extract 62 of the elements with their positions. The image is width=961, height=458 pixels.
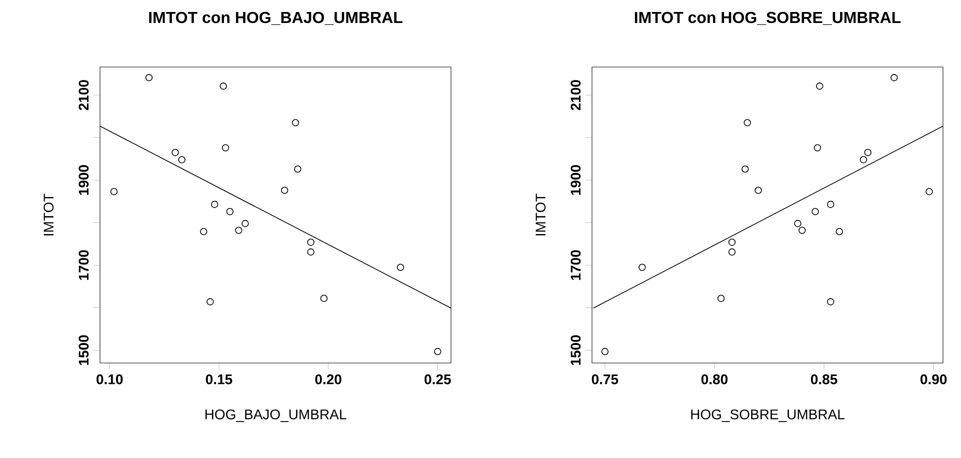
point (638, 264, 646, 271)
x-tick-label: 0.90 (920, 374, 947, 384)
point (220, 82, 227, 90)
point (890, 74, 898, 82)
point (816, 82, 824, 90)
point (728, 248, 736, 256)
point (827, 200, 834, 208)
point (754, 186, 762, 194)
point (794, 220, 802, 228)
point (744, 119, 751, 126)
y-tick-label: 1500 (78, 335, 89, 365)
point (798, 226, 806, 234)
point (812, 208, 819, 216)
point (235, 226, 242, 234)
point (211, 200, 218, 208)
x-axis-title: HOG_BAJO_UMBRAL (205, 409, 346, 422)
point (434, 348, 442, 356)
chart-title: IMTOT con HOG_SOBRE_UMBRAL (634, 12, 901, 25)
point (601, 348, 609, 356)
point (222, 144, 230, 152)
y-tick-label: 1900 (570, 165, 581, 195)
point (242, 220, 249, 228)
y-tick-label: 1700 (570, 250, 581, 280)
point (742, 165, 749, 173)
point (320, 294, 328, 302)
point (814, 144, 822, 152)
point (226, 208, 234, 216)
point (172, 148, 179, 156)
x-tick-label: 0.10 (96, 374, 123, 384)
point (728, 238, 736, 246)
point (294, 165, 302, 173)
y-axis-title: IMTOT (44, 194, 54, 236)
point (864, 148, 872, 156)
y-tick-label: 2100 (78, 80, 89, 110)
point (827, 298, 834, 306)
point (860, 156, 868, 164)
point (110, 188, 118, 196)
point (717, 294, 725, 302)
x-tick-label: 0.20 (315, 374, 342, 384)
point (926, 188, 933, 196)
y-tick-label: 1500 (570, 335, 581, 365)
point (200, 228, 208, 236)
point (206, 298, 214, 306)
point (178, 156, 186, 164)
point (307, 238, 314, 246)
y-axis-title: IMTOT (536, 194, 546, 236)
x-tick-label: 0.25 (424, 374, 451, 384)
point (280, 186, 288, 194)
y-tick-label: 1700 (78, 250, 89, 280)
point (145, 74, 153, 82)
x-tick-label: 0.80 (701, 374, 728, 384)
x-tick-label: 0.85 (810, 374, 838, 384)
chart-title: IMTOT con HOG_BAJO_UMBRAL (149, 12, 402, 25)
x-axis-title: HOG_SOBRE_UMBRAL (691, 409, 844, 422)
x-tick-label: 0.15 (206, 374, 232, 384)
point (292, 119, 300, 126)
point (307, 248, 314, 256)
x-tick-label: 0.75 (592, 374, 618, 384)
point (836, 228, 843, 236)
point (396, 264, 404, 271)
y-tick-label: 2100 (570, 80, 581, 110)
y-tick-label: 1900 (78, 165, 89, 195)
